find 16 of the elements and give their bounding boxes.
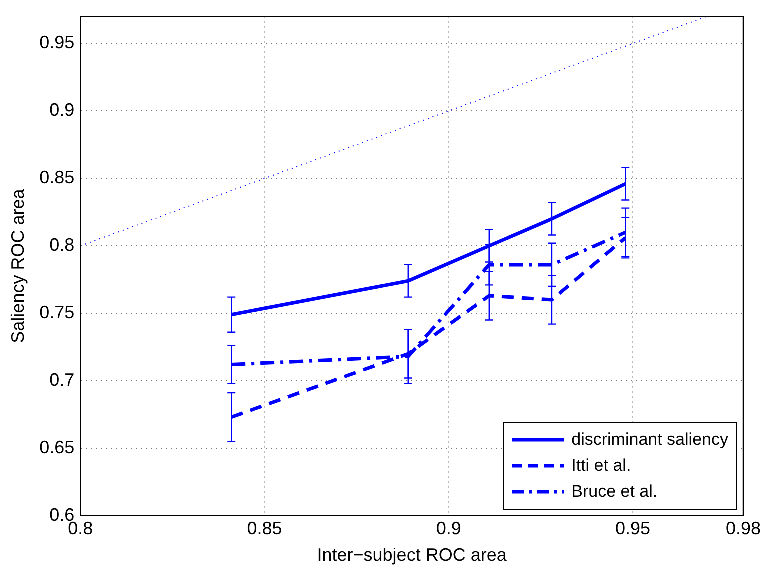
y-tick-label: 0.65 [40,437,75,458]
x-tick-label: 0.98 [726,518,762,539]
y-tick-label: 0.95 [40,32,75,53]
y-tick-label: 0.9 [50,100,75,120]
legend-label: discriminant saliency [572,430,728,450]
y-tick-label: 0.75 [40,302,75,322]
x-tick-label: 0.85 [247,518,282,539]
x-tick-label: 0.95 [615,518,651,539]
y-axis-title: Saliency ROC area [8,188,28,344]
y-tick-label: 0.7 [50,370,75,390]
x-axis-title: Inter−subject ROC area [317,545,508,566]
x-tick-label: 0.9 [436,518,462,539]
y-tick-label: 0.8 [50,235,75,256]
legend-label: Itti et al. [572,456,632,476]
y-tick-label: 0.85 [40,168,75,188]
legend-label: Bruce et al. [572,482,658,502]
